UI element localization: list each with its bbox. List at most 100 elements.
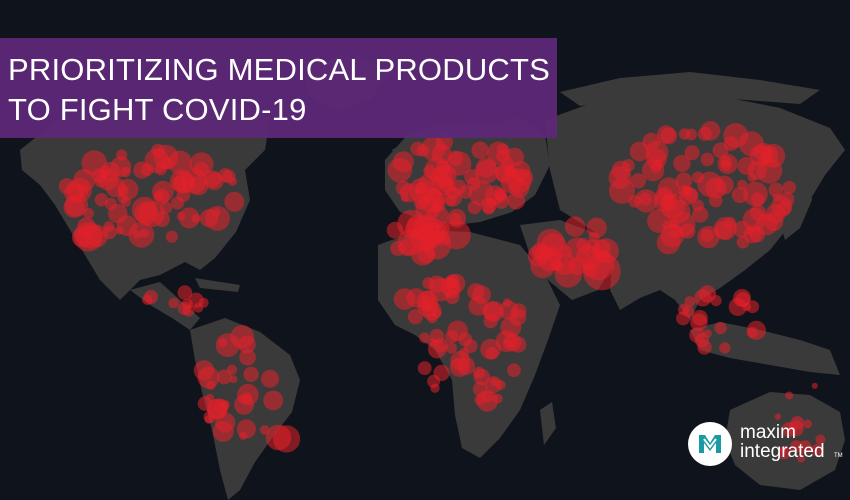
hotspot-dot [154,211,170,227]
hotspot-dot [204,415,214,424]
headline-banner: PRIORITIZING MEDICAL PRODUCTS TO FIGHT C… [0,38,557,138]
hotspot-dot [765,203,786,224]
hotspot-dot [198,297,209,308]
hotspot-dot [203,170,222,188]
hotspot-dot [468,180,494,206]
hotspot-dot [115,226,124,235]
hotspot-dot [239,348,256,366]
hotspot-dot [165,230,178,243]
hotspot-dot [703,329,712,338]
hotspot-dot [467,283,485,301]
hotspot-dot [714,175,734,195]
hotspot-dot [429,278,453,302]
southeast-asia-islands [690,322,840,375]
hotspot-dot [697,225,720,249]
hotspot-dot [811,443,824,457]
hotspot-dot [110,156,132,178]
hotspot-dot [206,398,228,420]
hotspot-dot [700,121,721,141]
hotspot-dot [510,336,527,353]
hotspot-dot [177,285,193,301]
logo-word-integrated: integrated [740,441,825,462]
madagascar [540,402,556,445]
hotspot-dot [448,150,464,166]
hotspot-dot [713,217,738,241]
hotspot-dot [236,419,256,439]
hotspot-dot [398,238,417,257]
hotspot-dot [430,383,440,393]
hotspot-dot [708,193,723,208]
hotspot-dot [458,185,473,199]
hotspot-dot [417,245,436,264]
headline-line-2: TO FIGHT COVID-19 [8,92,307,127]
hotspot-dot [634,189,658,213]
hotspot-dot [669,219,679,228]
hotspot-dot [692,206,709,223]
hotspot-dot [120,196,132,207]
hotspot-dot [152,180,174,203]
hotspot-dot [212,420,234,442]
hotspot-dot [697,340,712,355]
hotspot-dot [407,309,423,325]
hotspot-dot [395,180,411,196]
hotspot-dot [782,180,796,195]
hotspot-dot [582,248,615,281]
hotspot-dot [421,136,446,161]
hotspot-dot [781,422,797,438]
hotspot-dot [772,193,781,202]
hotspot-dot [790,440,803,453]
hotspot-dot [263,390,284,411]
hotspot-dot [386,221,404,239]
hotspot-dot [406,288,427,308]
hotspot-dot [527,245,550,267]
hotspot-dot [507,191,526,210]
hotspot-dot [117,178,139,200]
hotspot-dot [224,191,245,212]
hotspot-dot [131,196,158,223]
hotspot-dot [77,217,96,237]
hotspot-dot [684,296,696,308]
hotspot-dot [677,303,690,316]
hotspot-dot [714,321,727,335]
hotspot-dot [189,152,214,177]
hotspot-dot [473,368,490,386]
hotspot-dot [151,143,166,158]
hotspot-dot [797,454,806,463]
hotspot-dot [779,191,795,207]
hotspot-dot [168,150,192,175]
hotspot-dot [735,292,751,307]
logo-trademark: TM [834,453,843,459]
hotspot-dot [774,413,782,420]
hotspot-dot [660,224,685,248]
hotspot-dot [422,301,442,321]
hotspot-dot [144,290,158,304]
hotspot-dot [427,339,447,359]
hotspot-dot [675,172,693,190]
hotspot-dot [723,123,749,148]
hotspot-dot [480,338,501,360]
hotspot-dot [261,369,279,388]
hotspot-dot [666,199,691,224]
hotspot-dot [504,338,513,347]
hotspot-dot [415,182,428,194]
hotspot-dot [178,207,200,229]
hotspot-dot [159,201,173,214]
maxim-integrated-logo-icon [688,422,732,466]
hotspot-dot [749,144,772,167]
caribbean [195,278,240,292]
hotspot-dot [471,141,489,159]
hotspot-dot [815,434,826,445]
hotspot-dot [116,149,128,161]
headline-line-1: PRIORITIZING MEDICAL PRODUCTS [8,52,551,87]
hotspot-dot [474,394,486,406]
hotspot-dot [265,424,292,451]
hotspot-dot [436,160,451,174]
hotspot-dot [768,182,784,198]
hotspot-dot [509,308,527,326]
hotspot-dot [64,193,89,217]
hotspot-dot [168,297,180,309]
hotspot-dot [211,208,221,218]
hotspot-dot [811,382,818,389]
hotspot-dot [240,392,253,405]
